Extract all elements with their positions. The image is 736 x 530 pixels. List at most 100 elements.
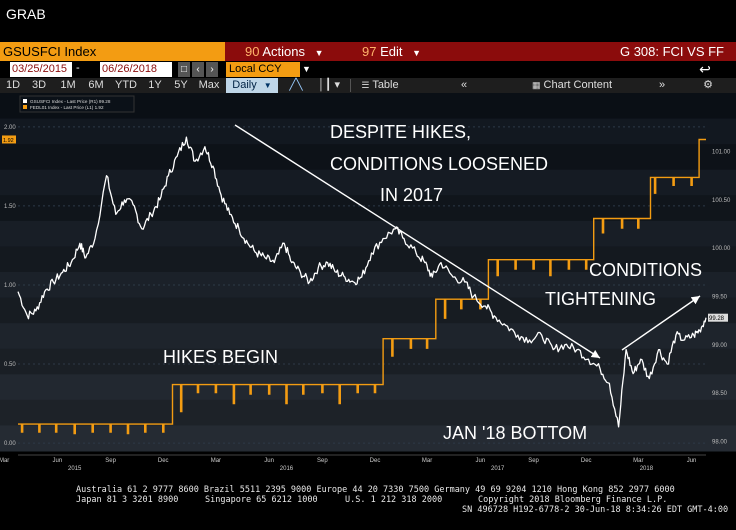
arrow-tightening bbox=[621, 295, 701, 351]
x-axis-month-label: Dec bbox=[370, 458, 381, 464]
expand-right-icon[interactable]: » bbox=[658, 79, 666, 91]
toolbar-divider bbox=[350, 79, 351, 92]
x-axis-month-label: Mar bbox=[422, 458, 432, 464]
chevron-down-icon: ▼ bbox=[314, 48, 324, 58]
actions-menu-number: 90 bbox=[245, 44, 260, 59]
legend-entry: FEDL01 Index - Last Price (L1) 1.92 bbox=[30, 105, 104, 110]
x-axis-month-label: Jun bbox=[53, 458, 63, 464]
end-date-input[interactable]: 06/26/2018 bbox=[100, 62, 172, 77]
fci-line bbox=[17, 136, 707, 428]
edit-menu-button[interactable]: 97 Edit ▼ bbox=[362, 42, 442, 61]
x-axis-year-label: 2015 bbox=[68, 466, 82, 471]
period-1m[interactable]: 1M bbox=[60, 79, 76, 91]
chevron-left-icon[interactable]: ‹ bbox=[192, 62, 204, 77]
footer-copyright: Copyright 2018 Bloomberg Finance L.P. bbox=[478, 495, 668, 505]
x-axis-year-label: 2016 bbox=[280, 466, 294, 471]
period-1d[interactable]: 1D bbox=[5, 79, 21, 91]
left-axis-tick-label: 2.00 bbox=[4, 125, 16, 131]
chevron-down-icon: ▼ bbox=[412, 48, 422, 58]
chart-annotations: DESPITE HIKES, CONDITIONS LOOSENED IN 20… bbox=[163, 122, 702, 443]
currency-select[interactable]: Local CCY bbox=[226, 62, 300, 77]
background-band bbox=[0, 348, 736, 375]
date-range-bar: 03/25/2015 - 06/26/2018 □ ‹ › Local CCY … bbox=[0, 61, 736, 78]
background-band bbox=[0, 323, 736, 350]
annotation-jan18-bottom: JAN '18 BOTTOM bbox=[443, 423, 587, 443]
period-6m[interactable]: 6M bbox=[88, 79, 104, 91]
line-chart-icon[interactable]: ╱╲ bbox=[289, 79, 303, 91]
chart-content-label: Chart Content bbox=[543, 79, 613, 91]
background-band bbox=[0, 118, 736, 145]
table-icon: ☰ bbox=[361, 80, 370, 90]
actions-menu-label: Actions bbox=[262, 44, 306, 59]
annotation-conditions: CONDITIONS bbox=[589, 260, 702, 280]
background-band bbox=[0, 399, 736, 426]
right-axis: 101.00 100.50 100.00 99.50 99.00 98.50 98.00 99… bbox=[708, 150, 731, 445]
right-axis-tick-label: 99.50 bbox=[712, 294, 728, 300]
footer-phone-japan: Japan 81 3 3201 8900 bbox=[76, 495, 179, 505]
period-max[interactable]: Max bbox=[198, 79, 220, 91]
fci-series bbox=[17, 136, 707, 428]
right-axis-current-label: 99.28 bbox=[709, 316, 725, 322]
chart-legend: GSUSFCI Index - Last Price (R1) 99.28FED… bbox=[19, 95, 135, 113]
period-ytd[interactable]: YTD bbox=[115, 79, 137, 91]
edit-menu-label: Edit bbox=[380, 44, 403, 59]
x-axis-month-label: Dec bbox=[581, 458, 592, 464]
background-band bbox=[0, 374, 736, 401]
x-axis-month-label: Mar bbox=[211, 458, 221, 464]
fedfunds-series bbox=[18, 138, 706, 435]
candle-chart-icon[interactable]: │┃ ▾ bbox=[317, 79, 341, 91]
screen-title: G 308: FCI VS FF bbox=[619, 44, 724, 59]
annotation-hikes-begin: HIKES BEGIN bbox=[163, 347, 278, 367]
annotation-despite-hikes: DESPITE HIKES, bbox=[330, 122, 471, 142]
calendar-icon[interactable]: □ bbox=[178, 62, 190, 77]
chevron-right-icon[interactable]: › bbox=[206, 62, 218, 77]
x-axis-month-label: Jun bbox=[264, 458, 274, 464]
legend-entry: GSUSFCI Index - Last Price (R1) 99.28 bbox=[30, 99, 111, 104]
period-3d[interactable]: 3D bbox=[31, 79, 47, 91]
gear-icon[interactable]: ⚙ bbox=[703, 79, 713, 91]
frequency-select[interactable]: Daily ▼ bbox=[226, 78, 278, 93]
period-5y[interactable]: 5Y bbox=[174, 79, 188, 91]
left-axis: 2.00 1.50 1.00 0.50 0.00 1.92 bbox=[2, 125, 16, 447]
back-arrow-icon[interactable]: ↩ bbox=[699, 61, 711, 77]
legend-swatch bbox=[23, 99, 27, 103]
x-axis-month-label: Dec bbox=[158, 458, 169, 464]
date-separator: - bbox=[76, 62, 80, 74]
background-band bbox=[0, 297, 736, 324]
x-axis-month-label: Sep bbox=[317, 458, 328, 464]
table-button[interactable]: ☰ Table bbox=[358, 78, 402, 93]
chart-toolbar: 1D 3D 1M 6M YTD 1Y 5Y Max Daily ▼ ╱╲ │┃ … bbox=[0, 78, 736, 93]
start-date-input[interactable]: 03/25/2015 bbox=[10, 62, 72, 77]
x-axis-year-label: 2017 bbox=[491, 466, 505, 471]
app-title: GRAB bbox=[6, 6, 46, 22]
period-1y[interactable]: 1Y bbox=[148, 79, 162, 91]
collapse-left-icon[interactable]: « bbox=[460, 79, 468, 91]
background-band bbox=[0, 144, 736, 171]
footer-session-info: SN 496728 H192-6778-2 30-Jun-18 8:34:26 … bbox=[462, 505, 729, 515]
ticker-field[interactable]: GSUSFCI Index bbox=[0, 42, 225, 61]
x-axis-month-label: Sep bbox=[105, 458, 116, 464]
actions-menu-button[interactable]: 90 Actions ▼ bbox=[245, 42, 345, 61]
chart-area: Mar Jun Sep Dec Mar Jun Sep Dec Mar Jun Sep Dec Mar J… bbox=[0, 93, 736, 471]
background-band bbox=[0, 169, 736, 196]
right-axis-tick-label: 98.00 bbox=[712, 439, 728, 445]
footer: Australia 61 2 9777 8600 Brazil 5511 239… bbox=[0, 485, 736, 530]
x-axis-month-label: Mar bbox=[633, 458, 643, 464]
chart-background-bands bbox=[0, 93, 736, 452]
x-axis-month-label: Jun bbox=[687, 458, 697, 464]
background-band bbox=[0, 220, 736, 247]
annotation-tightening: TIGHTENING bbox=[545, 289, 656, 309]
arrow-loosening bbox=[234, 124, 601, 359]
legend-box bbox=[19, 95, 135, 113]
left-axis-tick-label: 1.00 bbox=[4, 283, 16, 289]
background-band bbox=[0, 246, 736, 273]
left-axis-current-marker bbox=[2, 135, 16, 144]
chart-content-icon: ▦ bbox=[531, 80, 541, 90]
chevron-down-icon: ▼ bbox=[263, 81, 272, 90]
right-axis-tick-label: 98.50 bbox=[712, 391, 728, 397]
footer-phone-us: U.S. 1 212 318 2000 bbox=[345, 495, 443, 505]
left-axis-tick-label: 0.50 bbox=[4, 362, 16, 368]
chevron-down-icon[interactable]: ▼ bbox=[302, 64, 311, 74]
chart-content-button[interactable]: ▦ Chart Content bbox=[522, 78, 622, 93]
right-axis-tick-label: 101.00 bbox=[712, 150, 731, 156]
